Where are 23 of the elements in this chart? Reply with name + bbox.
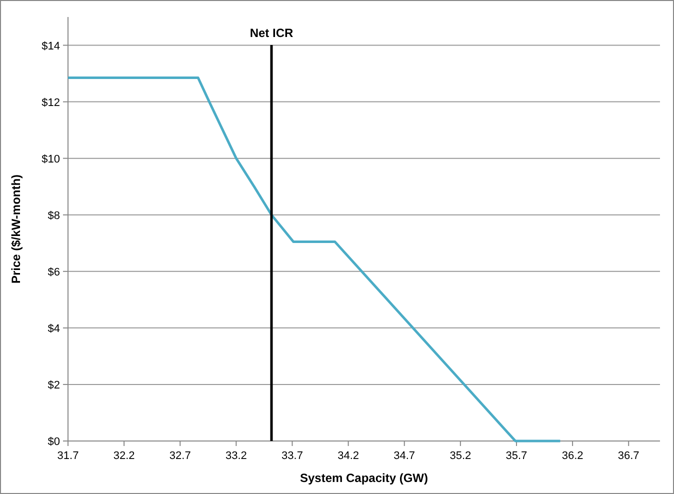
y-tick-label: $14 [42, 40, 60, 52]
y-tick-label: $10 [42, 153, 60, 166]
y-tick-label: $12 [42, 96, 60, 109]
ref-line-label: Net ICR [250, 26, 294, 40]
y-tick-label: $0 [48, 436, 60, 448]
x-axis-title: System Capacity (GW) [300, 471, 428, 485]
x-tick-label: 31.7 [57, 450, 79, 462]
x-tick-label: 36.7 [618, 450, 640, 462]
x-tick-label: 35.7 [506, 450, 528, 462]
y-tick-label: $8 [48, 210, 60, 222]
y-tick-label: $4 [48, 322, 60, 335]
x-tick-label: 33.7 [282, 450, 303, 462]
x-tick-label: 36.2 [562, 450, 584, 462]
line-series [66, 76, 562, 442]
x-tick-label: 33.2 [225, 450, 247, 462]
x-tick-label: 32.2 [113, 450, 135, 462]
x-tick-label: 34.2 [338, 450, 360, 462]
y-tick-label: $2 [48, 379, 60, 392]
y-axis-title: Price ($/kW-month) [9, 174, 23, 284]
x-tick-label: 34.7 [394, 450, 416, 462]
x-tick-label: 35.2 [450, 450, 472, 462]
y-tick-label: $6 [48, 266, 60, 278]
x-tick-label: 32.7 [169, 450, 191, 462]
